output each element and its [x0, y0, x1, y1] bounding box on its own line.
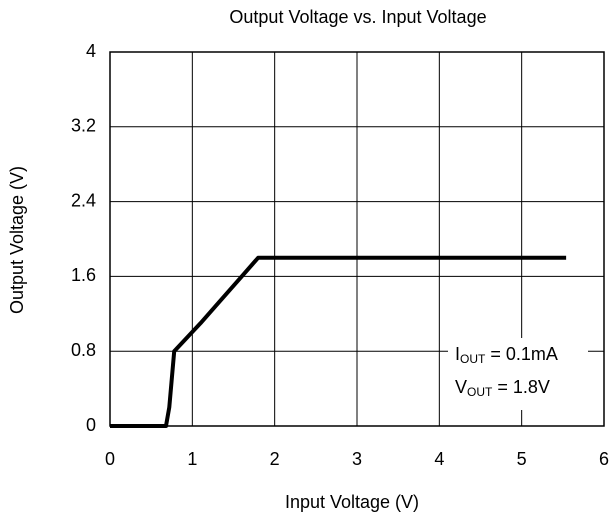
y-tick-label: 0.8	[71, 340, 96, 360]
x-tick-label: 4	[434, 449, 444, 469]
x-axis-label: Input Voltage (V)	[285, 492, 419, 512]
y-tick-label: 1.6	[71, 265, 96, 285]
annotation-sub: OUT	[467, 385, 493, 399]
annotation-main: V	[455, 377, 467, 397]
annotation-sub: OUT	[460, 352, 486, 366]
y-tick-label: 3.2	[71, 116, 96, 136]
y-tick-label: 4	[86, 41, 96, 61]
annotation-background	[448, 338, 588, 410]
x-tick-label: 3	[352, 449, 362, 469]
annotation-main: I	[455, 344, 460, 364]
annotation: VOUT = 1.8V	[455, 377, 550, 399]
x-tick-label: 6	[599, 449, 609, 469]
x-tick-label: 0	[105, 449, 115, 469]
annotation: IOUT = 0.1mA	[455, 344, 558, 366]
annotation-rest: = 1.8V	[492, 377, 550, 397]
x-tick-label: 2	[270, 449, 280, 469]
annotation-rest: = 0.1mA	[485, 344, 558, 364]
x-tick-label: 5	[517, 449, 527, 469]
plot-frame	[109, 51, 605, 427]
y-axis-label: Output Voltage (V)	[7, 166, 27, 314]
chart-title: Output Voltage vs. Input Voltage	[229, 7, 486, 27]
y-tick-label: 2.4	[71, 190, 96, 210]
y-tick-label: 0	[86, 415, 96, 435]
data-line	[110, 255, 567, 428]
x-tick-label: 1	[187, 449, 197, 469]
